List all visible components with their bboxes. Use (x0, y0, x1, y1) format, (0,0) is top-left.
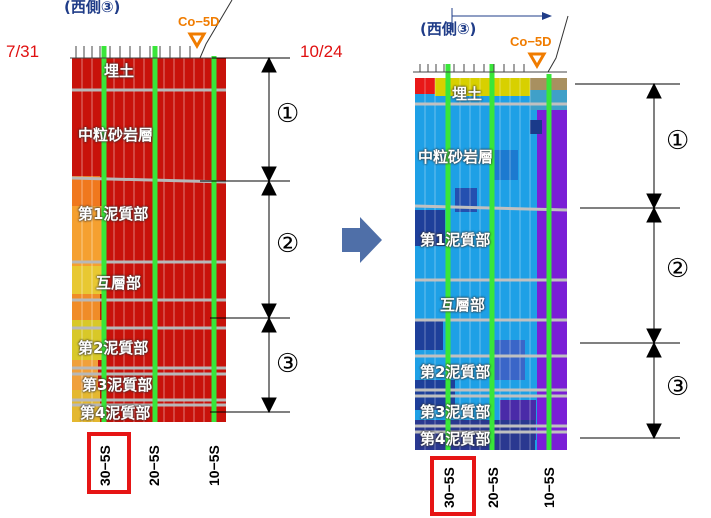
left-layer-mud1: 第1泥質部 (78, 205, 149, 223)
right-well-10: 10−5S (541, 467, 557, 508)
left-layer-mud2: 第2泥質部 (78, 339, 149, 357)
left-layer-fill: 埋土 (104, 62, 135, 80)
right-zone-1: ① (666, 126, 690, 156)
right-zone-3: ③ (666, 372, 690, 402)
right-section-title: (西側③) (420, 20, 477, 38)
left-well-20: 20−5S (146, 445, 162, 486)
right-highlight-box (430, 456, 476, 516)
right-well-20: 20−5S (485, 467, 501, 508)
right-layer-mud2: 第2泥質部 (420, 363, 491, 381)
right-sensor-label: Co−5D (510, 34, 552, 49)
left-zone-2: ② (276, 229, 300, 259)
right-zone-2: ② (666, 254, 690, 284)
right-layer-mud4: 第4泥質部 (420, 430, 491, 448)
left-well-10: 10−5S (206, 445, 222, 486)
right-layer-mud3: 第3泥質部 (420, 403, 491, 421)
left-sensor-label: Co−5D (178, 14, 220, 29)
left-highlight-box (87, 432, 131, 494)
left-date: 7/31 (6, 42, 40, 61)
right-layer-fill: 埋土 (452, 85, 483, 103)
progress-arrow (342, 217, 382, 263)
right-zone-dimensions (575, 82, 680, 440)
left-zone-1: ① (276, 99, 300, 129)
left-zone-dimensions (200, 56, 290, 414)
left-section-title: (西側③) (64, 0, 121, 16)
left-well-30: 30−5S (97, 445, 113, 486)
right-layer-alternating: 互層部 (440, 296, 486, 314)
left-layer-mud4: 第4泥質部 (80, 404, 151, 422)
left-layer-sandstone: 中粒砂岩層 (78, 126, 154, 144)
left-profile (70, 0, 233, 422)
right-date: 10/24 (300, 42, 343, 61)
left-layer-mud3: 第3泥質部 (82, 376, 153, 394)
right-layer-sandstone: 中粒砂岩層 (418, 148, 494, 166)
left-layer-alternating: 互層部 (96, 274, 142, 292)
left-zone-3: ③ (276, 349, 300, 379)
right-profile (413, 8, 569, 450)
right-layer-mud1: 第1泥質部 (420, 231, 491, 249)
right-well-30: 30−5S (441, 467, 457, 508)
